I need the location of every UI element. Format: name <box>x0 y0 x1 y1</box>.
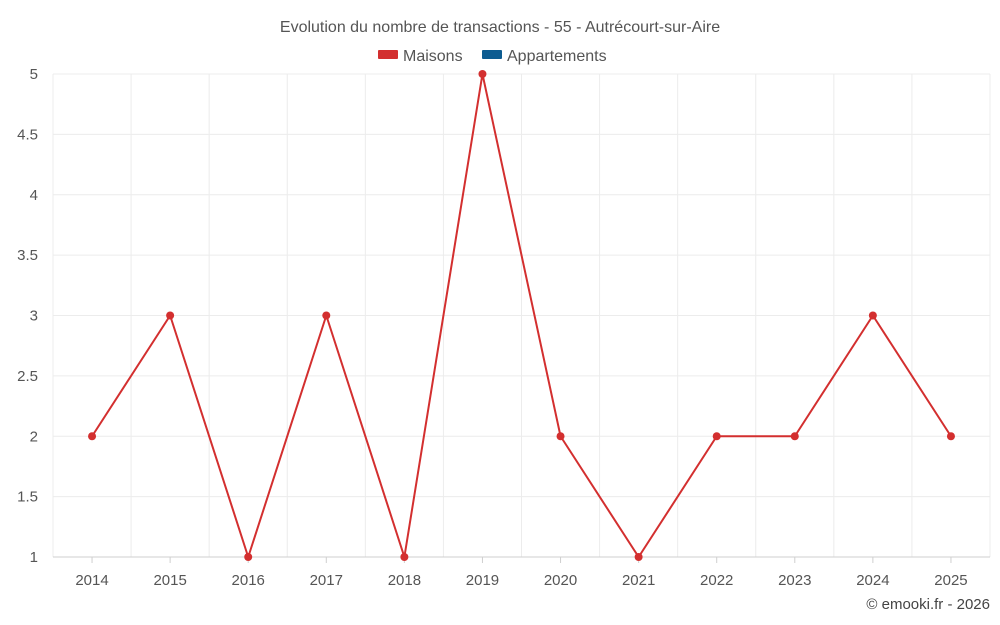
legend-item-maisons[interactable]: Maisons <box>378 48 463 65</box>
series-layer <box>88 70 955 561</box>
y-tick-label: 1 <box>30 549 38 566</box>
y-tick-label: 2.5 <box>17 368 38 385</box>
data-point-maisons-2022[interactable] <box>712 432 721 441</box>
x-tick-label: 2023 <box>778 572 811 589</box>
legend-label-maisons: Maisons <box>403 48 463 65</box>
data-point-maisons-2014[interactable] <box>88 432 97 441</box>
x-tick-label: 2020 <box>544 572 577 589</box>
x-tick-label: 2019 <box>466 572 499 589</box>
x-tick-label: 2017 <box>310 572 343 589</box>
data-point-maisons-2020[interactable] <box>556 432 565 441</box>
legend: Maisons Appartements <box>378 48 607 65</box>
data-point-maisons-2023[interactable] <box>790 432 799 441</box>
y-tick-label: 3 <box>30 308 38 325</box>
y-tick-label: 5 <box>30 66 38 83</box>
data-point-maisons-2021[interactable] <box>634 553 643 561</box>
legend-swatch-maisons <box>378 50 398 59</box>
data-point-maisons-2016[interactable] <box>244 553 253 561</box>
y-axis: 1 1.5 2 2.5 3 3.5 4 4.5 5 <box>17 66 38 566</box>
x-tick-label: 2018 <box>388 572 421 589</box>
data-point-maisons-2017[interactable] <box>322 311 331 320</box>
x-tick-label: 2021 <box>622 572 655 589</box>
y-tick-label: 4 <box>30 187 38 204</box>
legend-swatch-appartements <box>482 50 502 59</box>
y-tick-label: 3.5 <box>17 247 38 264</box>
legend-item-appartements[interactable]: Appartements <box>482 48 607 65</box>
data-point-maisons-2015[interactable] <box>166 311 175 320</box>
x-tick-label: 2014 <box>75 572 108 589</box>
data-point-maisons-2024[interactable] <box>868 311 877 320</box>
series-line-maisons <box>91 73 952 558</box>
y-tick-label: 1.5 <box>17 489 38 506</box>
chart-title: Evolution du nombre de transactions - 55… <box>280 19 720 36</box>
x-axis: 2014 2015 2016 2017 2018 2019 2020 2021 2022 2023… <box>53 556 990 589</box>
credit-text: © emooki.fr - 2026 <box>866 596 990 613</box>
x-tick-label: 2024 <box>856 572 889 589</box>
x-tick-label: 2015 <box>153 572 186 589</box>
y-tick-label: 2 <box>30 428 38 445</box>
legend-label-appartements: Appartements <box>507 48 607 65</box>
data-point-maisons-2025[interactable] <box>946 432 955 441</box>
x-tick-label: 2016 <box>232 572 265 589</box>
x-tick-label: 2022 <box>700 572 733 589</box>
y-tick-label: 4.5 <box>17 126 38 143</box>
grid <box>52 73 991 558</box>
data-point-maisons-2019[interactable] <box>478 70 487 78</box>
data-point-maisons-2018[interactable] <box>400 553 409 561</box>
x-tick-label: 2025 <box>934 572 967 589</box>
